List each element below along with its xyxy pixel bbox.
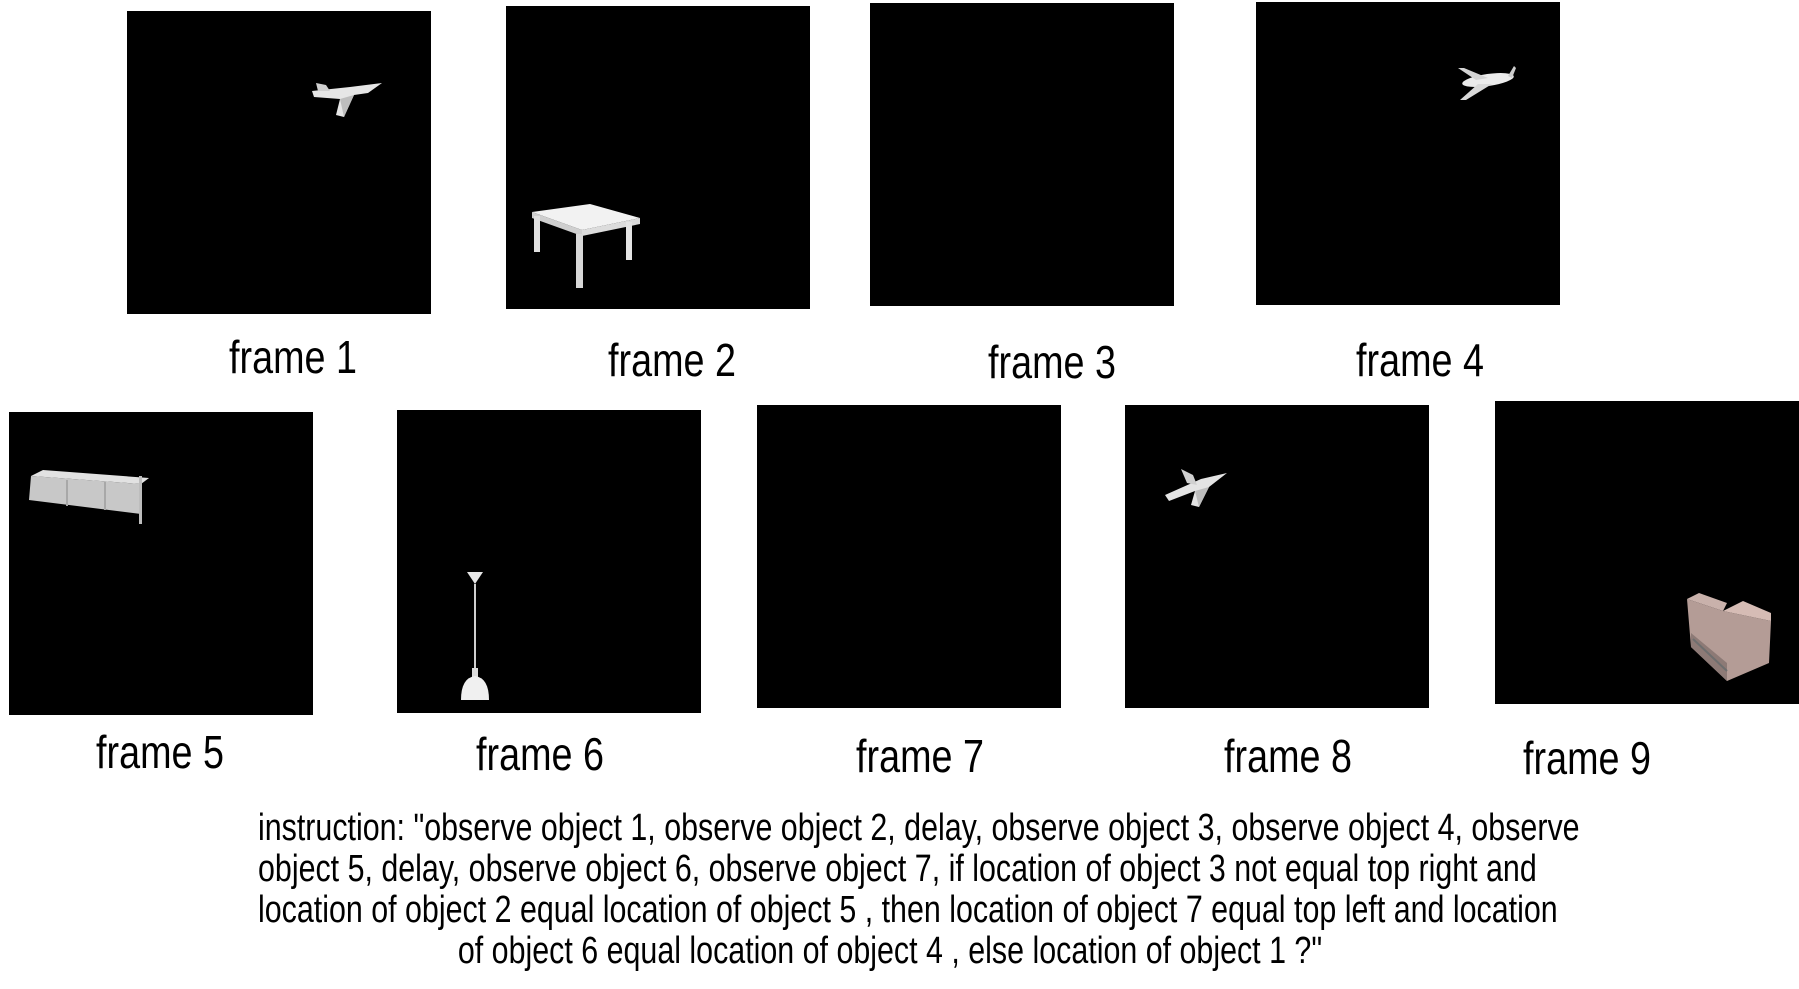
frame-5-image — [9, 412, 313, 715]
frame-1-image — [127, 11, 431, 314]
pendant-lamp-icon — [461, 572, 489, 700]
frame-9-image — [1495, 401, 1799, 704]
instruction-line: object 5, delay, observe object 6, obser… — [258, 848, 1537, 890]
instruction-text: instruction: "observe object 1, observe … — [258, 807, 1580, 972]
frame-7-image — [757, 405, 1061, 708]
frame-4-label: frame 4 — [1356, 334, 1484, 386]
instruction-line: of object 6 equal location of object 4 ,… — [457, 930, 1323, 972]
fighter-jet-icon — [1165, 469, 1227, 507]
frame-2-image — [506, 6, 810, 309]
frame-1-label: frame 1 — [229, 331, 357, 383]
frame-5-label: frame 5 — [96, 726, 224, 778]
frame-8-label: frame 8 — [1224, 730, 1352, 782]
frame-6-image — [397, 410, 701, 713]
frame-9-label: frame 9 — [1523, 732, 1651, 784]
frame-2-label: frame 2 — [608, 334, 736, 386]
frame-7-label: frame 7 — [856, 730, 984, 782]
table-icon — [532, 204, 640, 288]
frame-6-label: frame 6 — [476, 728, 604, 780]
fighter-jet-icon — [312, 83, 382, 117]
bench-icon — [29, 470, 149, 524]
frame-8-image — [1125, 405, 1429, 708]
airliner-icon — [1458, 66, 1516, 100]
frame-4-image — [1256, 2, 1560, 305]
instruction-line: instruction: "observe object 1, observe … — [258, 807, 1580, 849]
frame-3-image — [870, 3, 1174, 306]
sofa-icon — [1687, 593, 1771, 681]
frame-3-label: frame 3 — [988, 336, 1116, 388]
instruction-line: location of object 2 equal location of o… — [258, 889, 1558, 931]
